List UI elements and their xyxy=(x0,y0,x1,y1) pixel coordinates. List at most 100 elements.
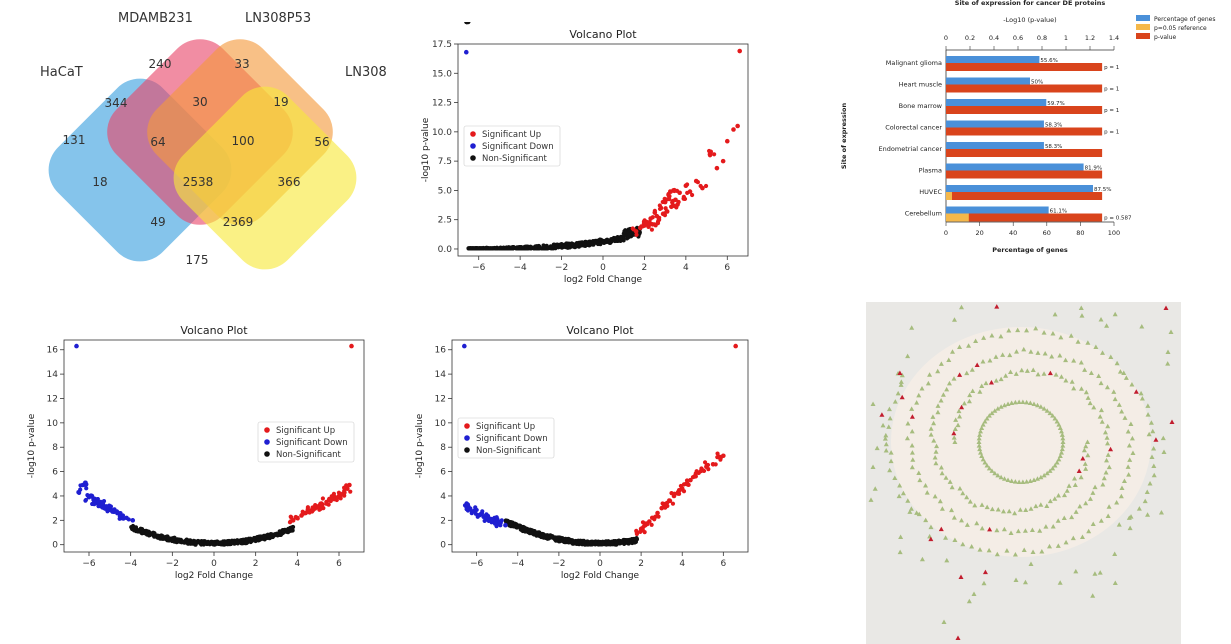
significant-down-point xyxy=(105,509,110,514)
member-node xyxy=(1158,510,1164,515)
volcano-title: Volcano Plot xyxy=(569,28,637,41)
significant-up-point xyxy=(703,183,709,189)
member-node xyxy=(898,382,904,387)
member-node xyxy=(998,474,1004,480)
x-tick-label: −6 xyxy=(82,559,96,569)
accent-node xyxy=(938,526,944,532)
member-node xyxy=(932,455,938,460)
significant-up-point xyxy=(649,221,654,227)
p-value-label: p = 1 xyxy=(1104,130,1119,136)
x-tick-label: 80 xyxy=(1076,229,1084,237)
category-label: Colorectal cancer xyxy=(885,124,942,132)
member-node xyxy=(1039,549,1045,554)
member-node xyxy=(1123,375,1129,380)
member-node xyxy=(938,465,944,470)
p-value-label: p = 1 xyxy=(1104,65,1119,71)
member-node xyxy=(1145,412,1151,417)
member-node xyxy=(959,517,965,523)
non-significant-point xyxy=(152,531,157,536)
member-node xyxy=(1097,414,1103,419)
y-tick-label: 0 xyxy=(440,541,446,551)
accent-node xyxy=(959,404,965,410)
member-node xyxy=(1020,479,1026,484)
member-node xyxy=(1128,421,1134,426)
member-node xyxy=(1139,396,1145,401)
significant-up-point xyxy=(670,198,675,204)
significant-up-point xyxy=(677,488,682,493)
significant-up-point xyxy=(695,180,701,185)
x-tick-label: 4 xyxy=(294,559,300,569)
member-node xyxy=(1112,311,1118,317)
top-tick-label: 1 xyxy=(1064,34,1068,42)
member-node xyxy=(989,410,995,416)
significant-up-point xyxy=(655,219,661,224)
non-significant-point xyxy=(600,540,606,546)
member-node xyxy=(1083,389,1089,395)
member-node xyxy=(925,380,931,386)
member-node xyxy=(1029,527,1035,533)
category-label: Plasma xyxy=(919,167,942,175)
member-node xyxy=(905,353,911,359)
member-node xyxy=(868,497,874,502)
member-node xyxy=(1017,507,1023,512)
member-node xyxy=(1129,435,1135,441)
member-node xyxy=(979,425,985,430)
x-tick-label: 0 xyxy=(944,229,948,237)
y-tick-label: 4 xyxy=(440,492,446,502)
non-significant-point xyxy=(558,244,563,249)
member-node xyxy=(1006,508,1012,514)
member-node xyxy=(1001,526,1007,532)
member-node xyxy=(916,511,922,517)
member-node xyxy=(1063,377,1069,383)
non-significant-point xyxy=(272,532,277,537)
member-node xyxy=(909,443,915,448)
significant-down-point xyxy=(494,515,499,520)
percentage-bar xyxy=(946,99,1047,106)
non-significant-point xyxy=(609,236,614,242)
significant-up-point xyxy=(660,199,665,205)
non-significant-point xyxy=(248,536,253,541)
y-tick-label: 16 xyxy=(435,346,447,356)
member-node xyxy=(1057,580,1063,585)
x-tick-label: 40 xyxy=(1009,229,1017,237)
member-node xyxy=(946,380,952,386)
significant-up-point xyxy=(699,467,704,472)
member-node xyxy=(977,547,983,552)
member-node xyxy=(1129,381,1135,387)
member-node xyxy=(984,415,990,421)
percentage-bar xyxy=(946,120,1044,128)
member-node xyxy=(989,506,995,512)
non-significant-point xyxy=(625,539,630,544)
y-tick-label: 4 xyxy=(52,492,58,502)
x-tick-label: 4 xyxy=(683,263,689,273)
x-tick-label: 2 xyxy=(638,559,644,569)
member-node xyxy=(1059,432,1065,437)
member-node xyxy=(1085,340,1091,345)
y-axis-label: Site of expression xyxy=(840,103,848,170)
member-node xyxy=(887,415,893,421)
non-significant-point xyxy=(155,534,160,539)
member-node xyxy=(1075,339,1081,344)
member-node xyxy=(941,619,947,624)
member-node xyxy=(883,432,889,438)
member-node xyxy=(1146,431,1152,437)
member-node xyxy=(1001,402,1007,408)
member-node xyxy=(1079,534,1085,540)
accent-node xyxy=(879,412,885,417)
legend-label: Significant Down xyxy=(482,142,554,152)
non-significant-point xyxy=(289,527,294,532)
significant-up-point xyxy=(660,501,665,506)
member-node xyxy=(892,399,898,404)
member-node xyxy=(1099,419,1105,424)
significant-up-point xyxy=(707,153,713,158)
member-node xyxy=(1106,504,1112,509)
member-node xyxy=(1021,346,1027,352)
accent-node xyxy=(909,414,915,419)
non-significant-point xyxy=(581,539,587,544)
x-tick-label: 6 xyxy=(720,559,726,569)
significant-down-point xyxy=(462,343,467,349)
significant-up-point xyxy=(348,489,353,494)
y-tick-label: 7.5 xyxy=(438,157,452,167)
non-significant-point xyxy=(514,246,519,251)
member-node xyxy=(1068,333,1074,338)
